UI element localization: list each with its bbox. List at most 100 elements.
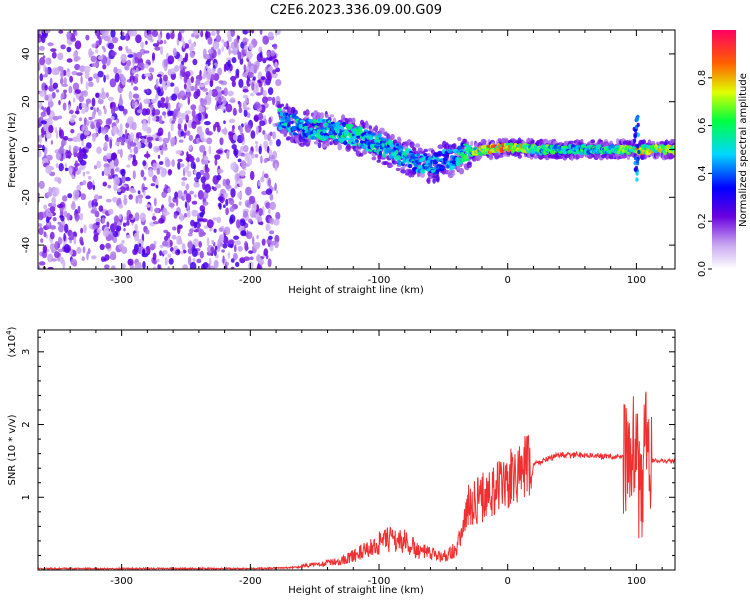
noise-blob [211,88,218,98]
noise-blob [191,43,196,47]
signal-blob [299,119,305,123]
noise-blob [166,231,171,239]
signal-blob [390,143,394,148]
signal-halo-blob [305,109,310,117]
snr-plot-area [38,391,675,570]
noise-blob [58,163,64,172]
noise-blob [187,241,193,249]
noise-blob [39,57,46,66]
noise-blob [223,41,228,48]
noise-blob [179,163,185,168]
noise-blob [40,133,45,138]
noise-blob [61,195,68,202]
noise-blob [186,209,191,218]
signal-blob [312,119,317,124]
noise-blob [156,132,163,137]
signal-blob [377,133,382,138]
noise-blob [234,240,242,246]
signal-spike-blob [636,122,640,128]
noise-blob [149,243,156,251]
noise-blob [211,30,216,36]
signal-halo-blob [332,117,337,123]
noise-blob [218,105,222,109]
noise-blob [138,243,142,248]
noise-blob [190,104,197,111]
spectrogram-x-tick-label: 0 [505,275,511,286]
noise-blob [159,115,163,124]
noise-blob [154,46,161,51]
signal-blob [309,118,313,124]
noise-blob [269,139,273,146]
noise-blob [232,252,238,261]
signal-blob [381,142,385,148]
noise-blob [217,67,223,76]
noise-blob [172,226,177,231]
noise-blob [143,98,151,105]
noise-blob [103,74,106,83]
noise-blob [170,122,174,132]
noise-blob [126,59,132,67]
noise-blob [251,82,255,91]
noise-blob [262,35,270,45]
noise-blob [56,89,59,93]
signal-spike-blob [635,158,640,164]
spectrogram-x-tick-label: -300 [110,275,133,286]
noise-blob [262,90,267,97]
noise-blob [187,96,191,106]
noise-blob [69,75,73,83]
noise-blob [195,79,201,86]
noise-blob [110,152,116,161]
noise-blob [117,149,121,154]
noise-blob [137,194,144,199]
noise-blob [86,120,90,127]
noise-blob [105,56,111,66]
noise-blob [106,137,109,142]
noise-blob [49,206,56,213]
noise-blob [69,109,74,115]
noise-blob [128,213,133,219]
noise-blob [49,243,56,251]
noise-blob [69,167,73,176]
noise-blob [160,148,164,155]
noise-blob [189,190,195,195]
noise-blob [183,83,187,90]
noise-blob [57,52,64,61]
noise-blob [125,122,130,129]
noise-blob [139,142,142,149]
noise-blob [141,122,148,132]
noise-blob [242,210,249,218]
noise-blob [168,195,172,205]
noise-blob [113,176,120,186]
noise-blob [40,111,46,118]
signal-halo-blob [531,139,535,143]
noise-blob [88,116,93,121]
signal-spike-blob [635,177,639,182]
noise-blob [145,195,151,200]
noise-blob [188,144,192,151]
noise-blob [189,157,195,161]
noise-blob [128,30,134,37]
noise-blob [207,49,214,54]
snr-y-scale-suffix: ) [7,326,18,330]
noise-blob [110,168,115,176]
noise-blob [87,248,91,255]
signal-halo-blob [314,141,319,145]
noise-blob [101,46,105,50]
noise-blob [66,46,72,53]
signal-blob [457,145,463,151]
noise-blob [47,266,54,269]
noise-blob [38,261,46,266]
noise-blob [64,167,69,172]
noise-blob [107,42,115,50]
noise-blob [186,170,192,178]
noise-blob [151,98,157,104]
noise-blob [218,227,224,232]
noise-blob [207,36,213,45]
noise-blob [76,152,83,159]
noise-blob [206,219,214,229]
noise-blob [211,186,214,190]
noise-blob [154,133,157,138]
noise-blob [179,63,184,71]
noise-blob [203,54,211,60]
noise-blob [222,243,228,249]
